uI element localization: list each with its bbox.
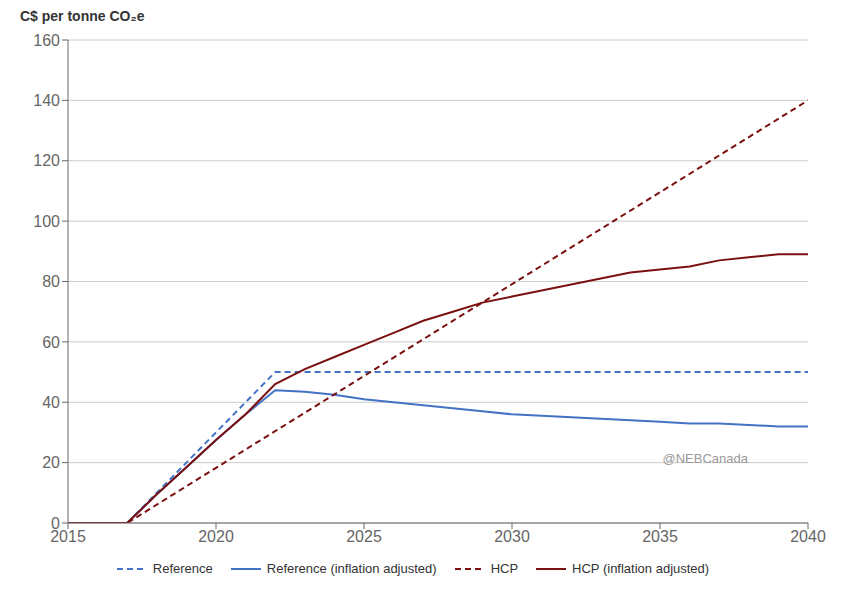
svg-text:0: 0 — [51, 515, 60, 532]
svg-text:40: 40 — [42, 394, 60, 411]
html-text:HCP: HCP — [490, 561, 519, 576]
svg-text:140: 140 — [33, 92, 60, 109]
svg-text:2025: 2025 — [346, 528, 382, 545]
html-text:Reference (inflation adjusted): Reference (inflation adjusted) — [266, 561, 437, 576]
svg-text:100: 100 — [33, 213, 60, 230]
html-text:Reference: Reference — [152, 561, 213, 576]
svg-text:2035: 2035 — [642, 528, 678, 545]
svg-text:60: 60 — [42, 334, 60, 351]
svg-text:2020: 2020 — [198, 528, 234, 545]
svg-text:2030: 2030 — [494, 528, 530, 545]
svg-text:120: 120 — [33, 152, 60, 169]
html-text:@NEBCanada: @NEBCanada — [662, 451, 748, 466]
html-text:C$ per tonne CO₂e: C$ per tonne CO₂e — [20, 8, 145, 24]
html-text:HCP (inflation adjusted): HCP (inflation adjusted) — [572, 561, 710, 576]
svg-text:2015: 2015 — [50, 528, 86, 546]
svg-text:160: 160 — [33, 32, 60, 49]
svg-text:80: 80 — [42, 273, 60, 290]
svg-text:20: 20 — [42, 454, 60, 471]
svg-text:2040: 2040 — [790, 528, 826, 545]
